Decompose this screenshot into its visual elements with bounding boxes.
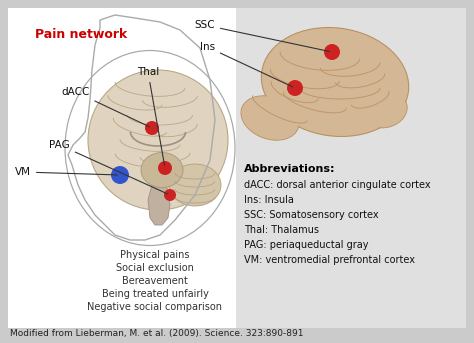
Text: Physical pains: Physical pains [120, 250, 190, 260]
Text: PAG: PAG [49, 140, 167, 194]
Circle shape [164, 189, 176, 201]
Ellipse shape [261, 27, 409, 137]
Text: Pain network: Pain network [35, 28, 127, 41]
Text: dACC: dACC [62, 87, 149, 127]
Ellipse shape [262, 28, 408, 135]
Ellipse shape [363, 92, 407, 128]
Text: PAG: periaqueductal gray: PAG: periaqueductal gray [244, 240, 368, 250]
Text: Ins: Insula: Ins: Insula [244, 195, 294, 205]
Text: SSC: SSC [194, 20, 329, 51]
Circle shape [111, 166, 129, 184]
Circle shape [287, 80, 303, 96]
Text: VM: ventromedial prefrontal cortex: VM: ventromedial prefrontal cortex [244, 255, 415, 265]
Ellipse shape [169, 164, 221, 206]
Text: SSC: Somatosensory cortex: SSC: Somatosensory cortex [244, 210, 379, 220]
Ellipse shape [141, 153, 183, 188]
Text: VM: VM [15, 167, 117, 177]
Text: Being treated unfairly: Being treated unfairly [101, 289, 209, 299]
Text: Negative social comparison: Negative social comparison [88, 302, 222, 312]
Text: Abbreviations:: Abbreviations: [244, 164, 336, 174]
Text: Thal: Thalamus: Thal: Thalamus [244, 225, 319, 235]
Text: Thal: Thal [137, 67, 164, 165]
Text: dACC: dorsal anterior cingulate cortex: dACC: dorsal anterior cingulate cortex [244, 180, 430, 190]
FancyBboxPatch shape [8, 8, 466, 328]
Text: Bereavement: Bereavement [122, 276, 188, 286]
Ellipse shape [88, 70, 228, 210]
PathPatch shape [148, 175, 170, 225]
Circle shape [324, 44, 340, 60]
Text: Modified from Lieberman, M. et al. (2009). Science. 323:890-891: Modified from Lieberman, M. et al. (2009… [10, 329, 303, 338]
FancyBboxPatch shape [236, 8, 466, 328]
Circle shape [158, 161, 172, 175]
Text: Social exclusion: Social exclusion [116, 263, 194, 273]
Ellipse shape [241, 96, 299, 140]
Circle shape [145, 121, 159, 135]
Text: Ins: Ins [200, 42, 292, 87]
